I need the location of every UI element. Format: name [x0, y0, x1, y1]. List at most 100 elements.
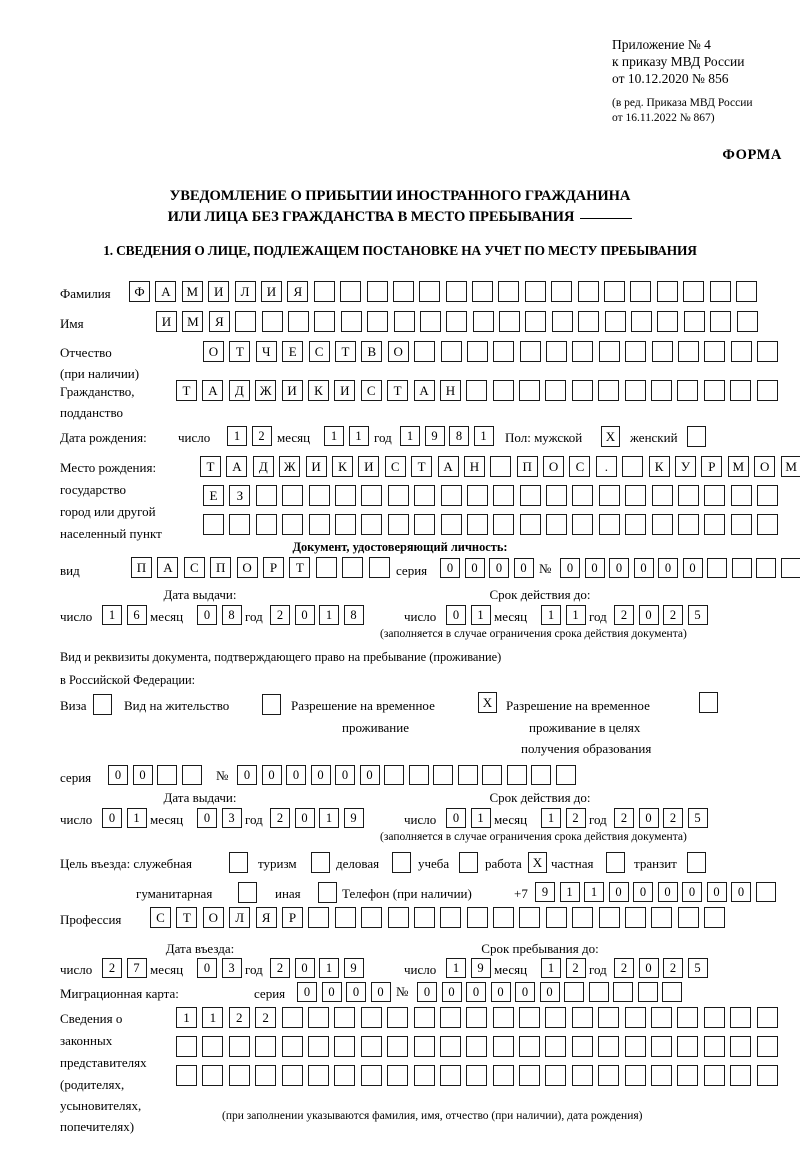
char-cell[interactable]: [307, 1007, 329, 1028]
char-cell[interactable]: [780, 558, 800, 578]
char-cell[interactable]: Д: [252, 456, 274, 477]
char-cell[interactable]: [555, 765, 576, 785]
char-cell[interactable]: [604, 281, 626, 302]
char-cell[interactable]: [287, 311, 309, 332]
char-cell[interactable]: [393, 311, 415, 332]
char-cell[interactable]: [545, 907, 567, 928]
char-cell[interactable]: [387, 1065, 409, 1086]
char-cell[interactable]: [651, 907, 673, 928]
char-cell[interactable]: [704, 341, 726, 362]
char-cell[interactable]: 0: [560, 558, 580, 578]
visa-checkbox[interactable]: [93, 694, 112, 715]
char-cell[interactable]: [677, 380, 699, 401]
char-cell[interactable]: 2: [565, 808, 586, 828]
char-cell[interactable]: 0: [633, 882, 653, 902]
char-cell[interactable]: [736, 311, 758, 332]
char-cell[interactable]: 2: [614, 605, 634, 625]
char-cell[interactable]: Д: [228, 380, 250, 401]
char-cell[interactable]: [735, 281, 757, 302]
char-cell[interactable]: [281, 1036, 303, 1057]
char-cell[interactable]: [308, 485, 330, 506]
char-cell[interactable]: 9: [470, 958, 491, 978]
char-cell[interactable]: Л: [229, 907, 251, 928]
char-cell[interactable]: Т: [176, 380, 197, 401]
purpose-private-checkbox[interactable]: [606, 852, 625, 873]
char-cell[interactable]: [361, 485, 383, 506]
char-cell[interactable]: И: [260, 281, 282, 302]
char-cell[interactable]: [181, 765, 202, 785]
char-cell[interactable]: [625, 341, 647, 362]
purpose-other-checkbox[interactable]: [318, 882, 337, 903]
char-cell[interactable]: 2: [614, 808, 634, 828]
char-cell[interactable]: [731, 558, 752, 578]
char-cell[interactable]: [624, 1036, 646, 1057]
char-cell[interactable]: [656, 281, 678, 302]
char-cell[interactable]: [413, 1007, 435, 1028]
char-cell[interactable]: [546, 341, 568, 362]
char-cell[interactable]: [545, 1065, 567, 1086]
char-cell[interactable]: [368, 557, 390, 578]
char-cell[interactable]: 1: [227, 426, 247, 446]
char-cell[interactable]: О: [543, 456, 565, 477]
char-cell[interactable]: 2: [663, 958, 683, 978]
char-cell[interactable]: 0: [539, 982, 560, 1002]
char-cell[interactable]: [472, 311, 494, 332]
char-cell[interactable]: [493, 514, 515, 535]
char-cell[interactable]: К: [307, 380, 329, 401]
char-cell[interactable]: Т: [411, 456, 433, 477]
char-cell[interactable]: [334, 1036, 356, 1057]
char-cell[interactable]: [704, 907, 726, 928]
char-cell[interactable]: [637, 982, 658, 1002]
char-cell[interactable]: С: [569, 456, 591, 477]
char-cell[interactable]: [756, 558, 776, 578]
char-cell[interactable]: В: [361, 341, 383, 362]
char-cell[interactable]: 0: [658, 558, 678, 578]
char-cell[interactable]: [413, 1036, 435, 1057]
char-cell[interactable]: [466, 1036, 488, 1057]
char-cell[interactable]: А: [202, 380, 224, 401]
char-cell[interactable]: [704, 514, 726, 535]
char-cell[interactable]: 0: [359, 765, 380, 785]
char-cell[interactable]: [651, 1007, 673, 1028]
char-cell[interactable]: 9: [424, 426, 445, 446]
char-cell[interactable]: 1: [541, 808, 561, 828]
char-cell[interactable]: .: [595, 456, 617, 477]
char-cell[interactable]: [703, 1036, 725, 1057]
char-cell[interactable]: 1: [541, 605, 561, 625]
char-cell[interactable]: [440, 341, 462, 362]
char-cell[interactable]: Ж: [255, 380, 277, 401]
char-cell[interactable]: [387, 907, 409, 928]
char-cell[interactable]: С: [183, 557, 205, 578]
char-cell[interactable]: [757, 341, 779, 362]
char-cell[interactable]: [482, 765, 502, 785]
char-cell[interactable]: [598, 514, 620, 535]
char-cell[interactable]: 0: [446, 808, 466, 828]
char-cell[interactable]: [519, 907, 541, 928]
char-cell[interactable]: 0: [441, 982, 462, 1002]
char-cell[interactable]: 0: [466, 982, 486, 1002]
char-cell[interactable]: М: [780, 456, 800, 477]
char-cell[interactable]: 9: [535, 882, 555, 902]
char-cell[interactable]: [176, 1065, 197, 1086]
char-cell[interactable]: [255, 1036, 277, 1057]
char-cell[interactable]: [578, 311, 600, 332]
char-cell[interactable]: 0: [370, 982, 391, 1002]
char-cell[interactable]: 1: [473, 426, 494, 446]
char-cell[interactable]: А: [413, 380, 435, 401]
char-cell[interactable]: 9: [343, 958, 364, 978]
char-cell[interactable]: [439, 1065, 461, 1086]
char-cell[interactable]: [203, 514, 224, 535]
char-cell[interactable]: [677, 1036, 699, 1057]
